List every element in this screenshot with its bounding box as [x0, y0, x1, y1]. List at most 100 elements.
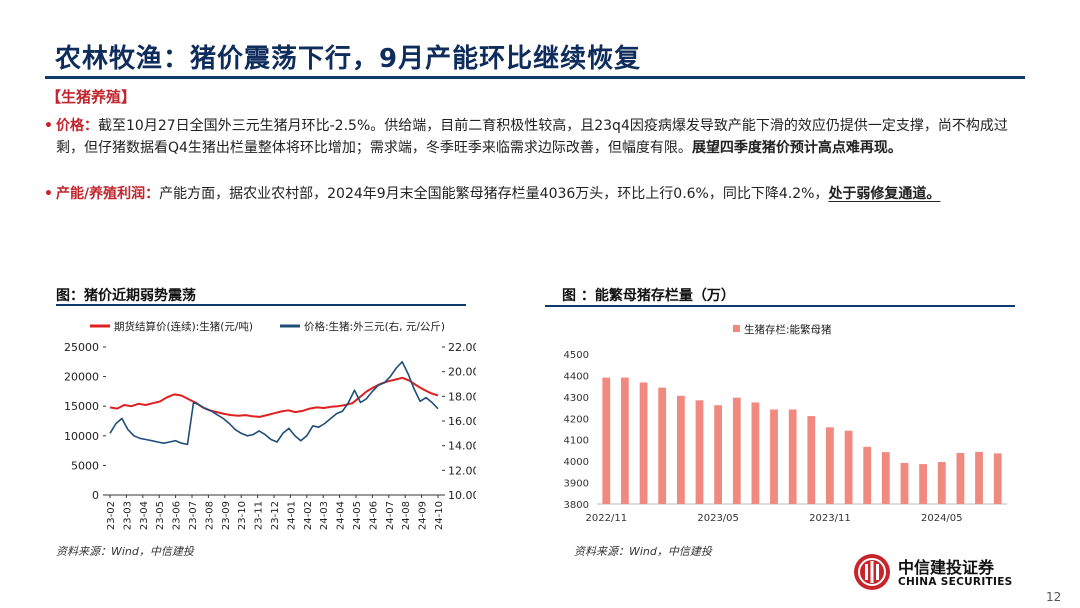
y-left-tick-label: 20000	[64, 371, 99, 384]
page-title: 农林牧渔：猪价震荡下行，9月产能环比继续恢复	[55, 44, 642, 74]
series-line	[109, 376, 439, 418]
y-tick-label: 4200	[564, 414, 589, 425]
y-tick-label: 4000	[564, 457, 589, 468]
legend-label: 价格:生猪:外三元(右, 元/公斤)	[304, 320, 445, 333]
page-number: 12	[1046, 590, 1062, 604]
x-tick-label: 24-07	[385, 501, 396, 530]
bar	[602, 377, 611, 504]
x-tick-label: 23-05	[155, 501, 166, 530]
line-chart: 期货结算价(连续):生猪(元/吨) 价格:生猪:外三元(右, 元/公斤) 0 500…	[64, 320, 476, 530]
bar	[975, 451, 983, 504]
capacity-emphasis: 处于弱修复通道。	[828, 186, 941, 202]
line-chart-series	[109, 360, 439, 446]
x-tick-label: 23-04	[139, 501, 150, 530]
bar	[621, 377, 629, 504]
logo-emblem-icon	[854, 554, 890, 590]
x-tick-label: 23-10	[237, 501, 248, 530]
line-chart-legend: 期货结算价(连续):生猪(元/吨) 价格:生猪:外三元(右, 元/公斤)	[90, 320, 445, 333]
bar-chart-bars	[602, 377, 1002, 504]
y-left-tick-label: 5000	[71, 459, 99, 472]
x-tick-label: 24-02	[303, 501, 314, 530]
bar	[993, 453, 1002, 504]
bar-chart: 生猪存栏:能繁母猪 3800 3900 4000 4100 4200 4300 4400 45…	[564, 323, 1007, 524]
x-tick-label: 23-02	[106, 501, 117, 530]
x-tick-label: 24-08	[401, 501, 412, 530]
bar	[677, 395, 685, 504]
price-emphasis: 展望四季度猪价预计高点难再现。	[691, 140, 902, 156]
title-divider	[45, 76, 1025, 79]
legend-swatch	[733, 325, 740, 332]
y-left-tick-label: 25000	[64, 341, 99, 354]
x-tick-label: 23-08	[204, 501, 215, 530]
logo-name-en: CHINA SECURITIES	[898, 576, 1013, 588]
left-chart-divider	[56, 304, 466, 306]
x-tick-label: 2023/11	[809, 513, 851, 524]
y-right-tick-label: 18.00	[448, 390, 476, 403]
series-line	[109, 360, 439, 446]
bar	[732, 397, 741, 504]
right-chart-source: 资料来源：Wind，中信建投	[574, 545, 712, 558]
capacity-label: 产能/养殖利润：	[56, 186, 160, 202]
price-paragraph: • 价格：截至10月27日全国外三元生猪月环比-2.5%。供给端，目前二育积极性…	[44, 115, 1016, 159]
price-text: 截至10月27日全国外三元生猪月环比-2.5%。供给端，目前二育积极性较高，且2…	[56, 118, 1008, 156]
bar	[863, 446, 872, 504]
y-right-tick-label: 22.00	[448, 341, 476, 354]
x-tick-label: 24-04	[336, 501, 347, 530]
bar	[881, 452, 890, 504]
x-tick-label: 23-12	[270, 501, 281, 530]
line-chart-axes: 0 5000 10000 15000 20000 25000 10.00 12.00 14.00…	[64, 341, 476, 530]
capacity-text: 产能方面，据农业农村部，2024年9月末全国能繁母猪存栏量4036万头，环比上行…	[159, 186, 829, 202]
x-tick-label: 23-11	[254, 501, 265, 530]
y-right-tick-label: 12.00	[448, 464, 476, 477]
bar	[751, 402, 760, 504]
y-tick-label: 4100	[564, 436, 589, 447]
bar	[937, 462, 946, 504]
left-chart-source: 资料来源：Wind，中信建投	[56, 545, 194, 558]
y-left-tick-label: 0	[92, 489, 99, 502]
y-right-tick-label: 20.00	[448, 366, 476, 379]
bullet-icon: •	[44, 186, 53, 202]
bar	[695, 400, 704, 504]
bar	[826, 427, 834, 504]
x-tick-label: 2022/11	[586, 513, 628, 524]
bar	[658, 387, 667, 504]
x-tick-label: 23-07	[188, 501, 199, 530]
right-chart-title: 图 ：能繁母猪存栏量（万）	[562, 288, 735, 304]
x-tick-label: 23-09	[221, 501, 232, 530]
y-right-tick-label: 14.00	[448, 440, 476, 453]
y-tick-label: 3800	[564, 500, 589, 511]
bar	[714, 405, 722, 504]
y-left-tick-label: 10000	[64, 430, 99, 443]
capacity-paragraph: • 产能/养殖利润：产能方面，据农业农村部，2024年9月末全国能繁母猪存栏量4…	[44, 183, 1016, 205]
x-tick-label: 24-09	[418, 501, 429, 530]
bar	[900, 462, 909, 504]
x-tick-label: 24-01	[286, 501, 297, 530]
y-tick-label: 4400	[564, 371, 589, 382]
bullet-icon: •	[44, 118, 53, 134]
bar	[788, 409, 797, 504]
x-tick-label: 24-05	[352, 501, 363, 530]
y-left-tick-label: 15000	[64, 400, 99, 413]
x-tick-label: 23-06	[172, 501, 183, 530]
bar-chart-legend: 生猪存栏:能繁母猪	[733, 323, 832, 336]
y-right-tick-label: 16.00	[448, 415, 476, 428]
y-right-tick-label: 10.00	[448, 489, 476, 502]
x-tick-label: 2023/05	[697, 513, 739, 524]
price-label: 价格：	[56, 118, 98, 134]
y-tick-label: 4300	[564, 393, 589, 404]
logo-name-cn: 中信建投证券	[898, 558, 995, 577]
company-logo: 中信建投证券 CHINA SECURITIES	[852, 552, 1032, 592]
y-tick-label: 3900	[564, 479, 589, 490]
bar	[807, 416, 816, 504]
x-tick-label: 24-03	[319, 501, 330, 530]
left-chart-title: 图：猪价近期弱势震荡	[56, 288, 196, 304]
bar	[919, 464, 927, 504]
bar	[844, 430, 853, 504]
y-tick-label: 4500	[564, 350, 589, 361]
x-tick-label: 2024/05	[921, 513, 963, 524]
legend-label: 期货结算价(连续):生猪(元/吨)	[114, 320, 253, 333]
legend-label: 生猪存栏:能繁母猪	[744, 323, 832, 336]
bar	[956, 453, 965, 504]
section-tag: 【生猪养殖】	[46, 88, 137, 106]
x-tick-label: 24-10	[434, 501, 445, 530]
